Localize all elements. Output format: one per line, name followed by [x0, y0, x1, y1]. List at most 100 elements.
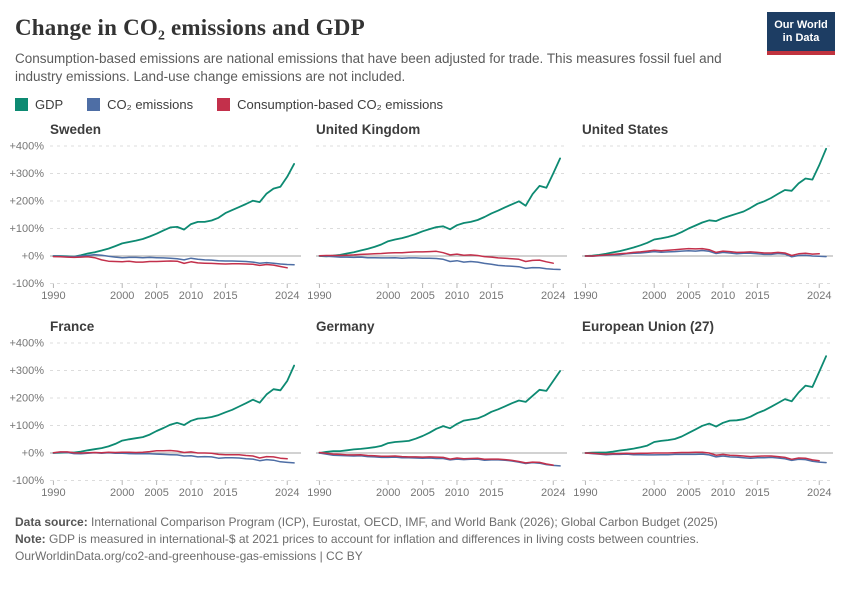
y-axis-tick-label: +100% — [9, 420, 44, 432]
x-axis-tick-label: 2015 — [745, 487, 769, 499]
consumption-co2-line — [52, 449, 288, 460]
x-axis-tick-label: 2000 — [376, 487, 400, 499]
x-axis-tick-label: 2000 — [642, 290, 666, 302]
y-axis-tick-label: +300% — [9, 365, 44, 377]
x-axis-tick-label: 2024 — [275, 290, 299, 302]
x-axis-tick-label: 2005 — [144, 487, 168, 499]
chart-footer: Data source: International Comparison Pr… — [15, 514, 835, 566]
chart-subtitle: Consumption-based emissions are national… — [15, 51, 722, 84]
x-axis-tick-label: 2005 — [676, 487, 700, 499]
chart-sweden: +400% +300% +200% +100% +0% -100%1990 2000 2005… — [9, 140, 301, 302]
x-axis-tick-label: 2005 — [144, 290, 168, 302]
y-axis-tick-label: +200% — [9, 392, 44, 404]
x-axis-tick-label: 2024 — [541, 487, 565, 499]
co2-swatch-icon — [87, 97, 101, 111]
x-axis-tick-label: 1990 — [307, 487, 331, 499]
consumption-co2-line — [318, 250, 554, 264]
license-line: OurWorldinData.org/co2-and-greenhouse-ga… — [15, 549, 363, 564]
facet-european-union: European Union (27) 1990 2000 2005 2010 2015… — [573, 318, 835, 501]
co2-line — [584, 451, 827, 463]
y-axis-tick-label: +300% — [9, 168, 44, 180]
chart-germany: 1990 2000 2005 2010 2015 2024 — [307, 342, 567, 499]
co2-line — [318, 254, 561, 270]
facet-sweden: Sweden +400% +300% +200% +100% +0% -100% 1990 2… — [9, 121, 303, 304]
x-axis-tick-label: 2024 — [275, 487, 299, 499]
x-axis-tick-label: 1990 — [41, 290, 65, 302]
legend-item-co2: CO₂ emissions — [87, 97, 193, 112]
x-axis-tick-label: 1990 — [573, 290, 597, 302]
x-axis-tick-label: 2024 — [541, 290, 565, 302]
gdp-line — [584, 354, 828, 454]
chart-united-kingdom: 1990 2000 2005 2010 2015 2024 — [307, 145, 567, 302]
legend-item-consumption-co2: Consumption-based CO₂ emissions — [217, 97, 443, 112]
y-axis-tick-label: -100% — [12, 278, 44, 290]
y-axis-tick-label: -100% — [12, 475, 44, 487]
x-axis-tick-label: 2015 — [479, 487, 503, 499]
data-source-text: International Comparison Program (ICP), … — [87, 514, 718, 529]
x-axis-tick-label: 2015 — [479, 290, 503, 302]
y-axis-tick-label: +200% — [9, 195, 44, 207]
page-title: Change in CO₂ emissions and GDP — [15, 15, 365, 40]
facet-title-sweden: Sweden — [50, 121, 102, 137]
gdp-line — [52, 162, 296, 258]
gdp-swatch-icon — [15, 97, 28, 111]
y-axis-tick-label: +400% — [9, 337, 44, 349]
consumption-co2-line — [52, 255, 288, 269]
x-axis-tick-label: 2010 — [179, 290, 203, 302]
gdp-line — [584, 147, 828, 257]
legend-label-gdp: GDP — [35, 96, 64, 112]
x-axis-tick-label: 2015 — [213, 487, 237, 499]
note-line: Note: GDP is measured in international-$… — [15, 531, 835, 548]
owid-logo: Our World in Data — [767, 12, 835, 56]
owid-logo-line2: in Data — [782, 32, 820, 45]
legend-item-gdp: GDP — [15, 97, 63, 112]
consumption-co2-line — [584, 451, 820, 462]
x-axis-tick-label: 2015 — [745, 290, 769, 302]
chart-european-union: 1990 2000 2005 2010 2015 2024 — [573, 342, 833, 499]
x-axis-tick-label: 2010 — [711, 487, 735, 499]
consumption-co2-swatch-icon — [217, 97, 231, 111]
chart-france: +400% +300% +200% +100% +0% -100%1990 2000 2005… — [9, 337, 301, 499]
x-axis-tick-label: 2024 — [807, 487, 831, 499]
x-axis-tick-label: 2005 — [676, 290, 700, 302]
data-source-line: Data source: International Comparison Pr… — [15, 514, 835, 531]
co2-line — [52, 253, 295, 266]
x-axis-tick-label: 2000 — [642, 487, 666, 499]
x-axis-tick-label: 2010 — [445, 290, 469, 302]
gdp-line — [318, 369, 562, 454]
facet-title-united-kingdom: United Kingdom — [316, 121, 421, 137]
facet-united-kingdom: United Kingdom 1990 2000 2005 2010 2015 2024 — [307, 121, 569, 304]
facet-germany: Germany 1990 2000 2005 2010 2015 2024 — [307, 318, 569, 501]
y-axis-tick-label: +0% — [22, 250, 45, 262]
owid-logo-line1: Our World — [774, 19, 828, 31]
y-axis-tick-label: +100% — [9, 223, 44, 235]
facet-grid: Sweden +400% +300% +200% +100% +0% -100% 1990 2… — [9, 121, 835, 501]
gdp-line — [318, 157, 562, 257]
y-axis-tick-label: +400% — [9, 140, 44, 152]
chart-legend: GDP CO₂ emissions Consumption-based CO₂ … — [15, 97, 835, 112]
consumption-co2-line — [318, 451, 554, 466]
x-axis-tick-label: 2024 — [807, 290, 831, 302]
facet-united-states: United States 1990 2000 2005 2010 2015 2024 — [573, 122, 835, 304]
data-source-label: Data source: — [15, 514, 88, 529]
chart-united-states: 1990 2000 2005 2010 2015 2024 — [573, 145, 833, 302]
x-axis-tick-label: 1990 — [41, 487, 65, 499]
facet-title-germany: Germany — [316, 318, 375, 334]
x-axis-tick-label: 2000 — [110, 290, 134, 302]
consumption-co2-line — [584, 247, 820, 257]
x-axis-tick-label: 2000 — [110, 487, 134, 499]
x-axis-tick-label: 1990 — [307, 290, 331, 302]
x-axis-tick-label: 2005 — [410, 290, 434, 302]
x-axis-tick-label: 2010 — [445, 487, 469, 499]
note-text: GDP is measured in international-$ at 20… — [45, 532, 699, 547]
facet-title-european-union: European Union (27) — [582, 318, 715, 334]
legend-label-consumption-co2: Consumption-based CO₂ emissions — [237, 96, 444, 112]
x-axis-tick-label: 1990 — [573, 487, 597, 499]
x-axis-tick-label: 2005 — [410, 487, 434, 499]
x-axis-tick-label: 2010 — [179, 487, 203, 499]
facet-title-france: France — [50, 318, 95, 334]
gdp-line — [52, 364, 296, 454]
x-axis-tick-label: 2000 — [376, 290, 400, 302]
x-axis-tick-label: 2015 — [213, 290, 237, 302]
